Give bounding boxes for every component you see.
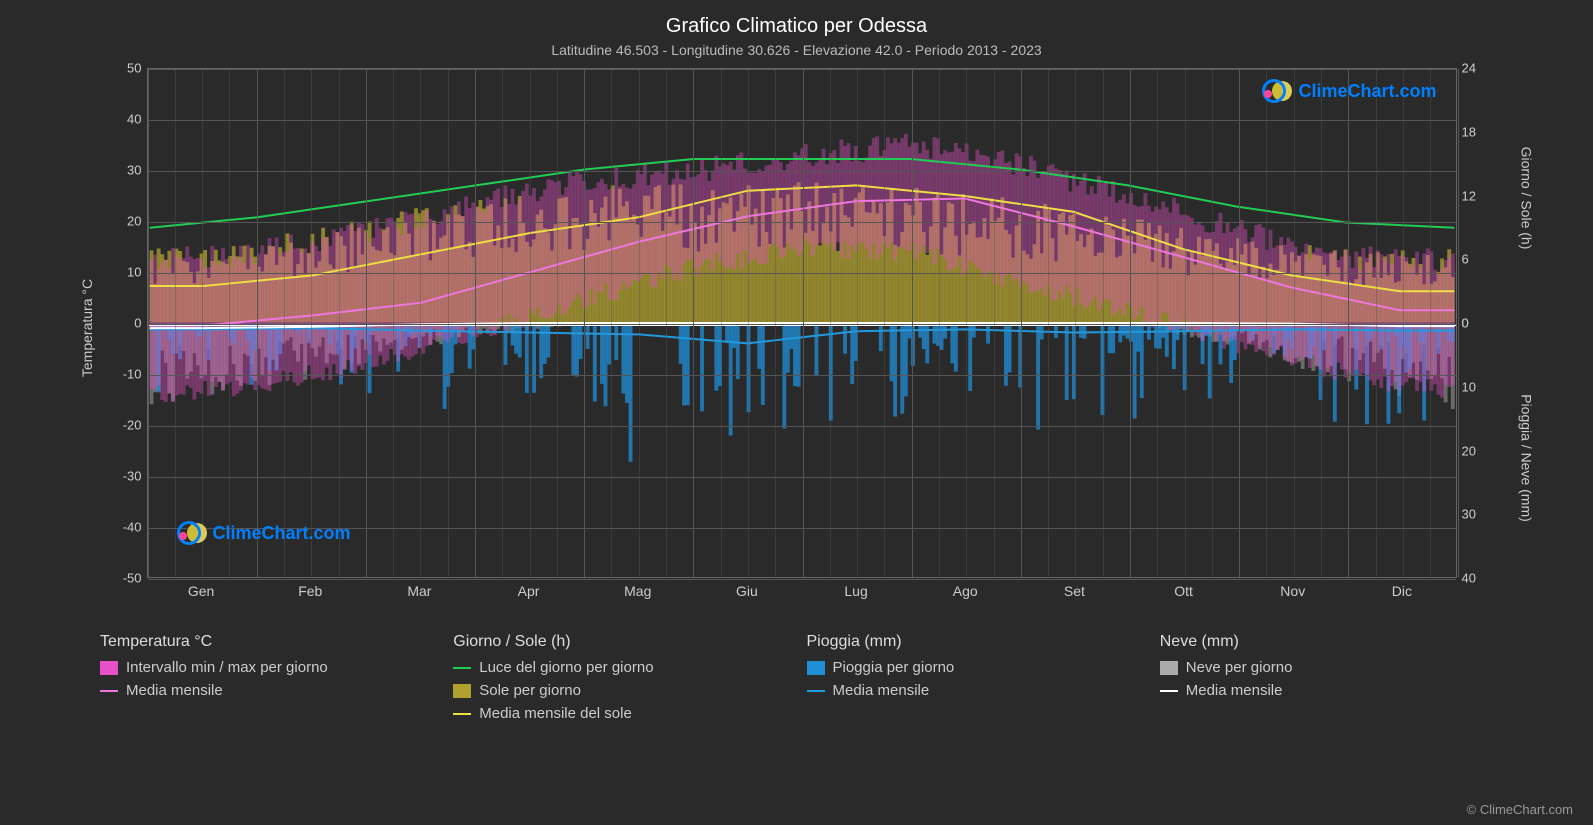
legend-group-title: Giorno / Sole (h)	[453, 633, 786, 651]
y-left-tick: -30	[112, 469, 142, 484]
legend-line-icon	[1160, 690, 1178, 692]
x-axis-month-label: Gen	[188, 583, 214, 599]
y-left-tick: 20	[112, 214, 142, 229]
chart-title: Grafico Climatico per Odessa	[20, 15, 1573, 38]
legend-line-icon	[100, 690, 118, 692]
y-right-top-tick: 24	[1462, 61, 1492, 76]
climechart-icon	[1262, 76, 1292, 106]
chart-subtitle: Latitudine 46.503 - Longitudine 30.626 -…	[20, 42, 1573, 58]
legend-item-label: Pioggia per giorno	[833, 659, 955, 676]
y-axis-right-top-label: Giorno / Sole (h)	[1519, 147, 1535, 250]
legend-item: Pioggia per giorno	[807, 659, 1140, 676]
legend-item: Media mensile del sole	[453, 705, 786, 722]
legend-swatch-icon	[453, 684, 471, 698]
legend-item: Sole per giorno	[453, 682, 786, 699]
plot-region	[147, 68, 1457, 578]
legend-item: Intervallo min / max per giorno	[100, 659, 433, 676]
legend-item: Luce del giorno per giorno	[453, 659, 786, 676]
y-right-bottom-tick: 20	[1462, 443, 1492, 458]
legend-group: Giorno / Sole (h) Luce del giorno per gio…	[453, 633, 786, 728]
watermark-logo-top: ClimeChart.com	[1262, 76, 1436, 106]
legend-item: Media mensile	[807, 682, 1140, 699]
legend-group-title: Neve (mm)	[1160, 633, 1493, 651]
legend-group: Pioggia (mm) Pioggia per giorno Media mens…	[807, 633, 1140, 728]
climate-chart-container: Grafico Climatico per Odessa Latitudine …	[0, 0, 1593, 825]
legend-group: Temperatura °C Intervallo min / max per g…	[100, 633, 433, 728]
legend-item-label: Sole per giorno	[479, 682, 581, 699]
y-left-tick: -20	[112, 418, 142, 433]
y-right-bottom-tick: 30	[1462, 507, 1492, 522]
legend-item: Media mensile	[1160, 682, 1493, 699]
x-axis-month-label: Giu	[736, 583, 758, 599]
legend-group-title: Temperatura °C	[100, 633, 433, 651]
y-right-bottom-tick: 10	[1462, 379, 1492, 394]
legend-swatch-icon	[1160, 661, 1178, 675]
y-left-tick: -10	[112, 367, 142, 382]
watermark-logo-bottom: ClimeChart.com	[177, 518, 351, 548]
legend-item: Media mensile	[100, 682, 433, 699]
y-right-bottom-tick: 0	[1462, 316, 1492, 331]
legend-line-icon	[453, 667, 471, 669]
watermark-text-top: ClimeChart.com	[1298, 81, 1436, 102]
x-axis-month-label: Dic	[1392, 583, 1412, 599]
watermark-text-bottom: ClimeChart.com	[213, 523, 351, 544]
x-axis-month-label: Lug	[844, 583, 867, 599]
copyright-text: © ClimeChart.com	[1467, 802, 1573, 817]
x-axis-month-label: Mar	[407, 583, 431, 599]
legend-item-label: Media mensile del sole	[479, 705, 632, 722]
x-axis-month-label: Ago	[953, 583, 978, 599]
chart-svg	[148, 69, 1456, 577]
legend-item-label: Intervallo min / max per giorno	[126, 659, 328, 676]
legend-item: Neve per giorno	[1160, 659, 1493, 676]
legend-swatch-icon	[100, 661, 118, 675]
legend-item-label: Media mensile	[833, 682, 930, 699]
legend-line-icon	[807, 690, 825, 692]
x-axis-month-label: Feb	[298, 583, 322, 599]
y-axis-left-label: Temperatura °C	[79, 279, 95, 377]
legend-item-label: Media mensile	[1186, 682, 1283, 699]
x-axis-month-label: Nov	[1280, 583, 1305, 599]
y-right-top-tick: 6	[1462, 252, 1492, 267]
y-left-tick: -40	[112, 520, 142, 535]
y-left-tick: -50	[112, 571, 142, 586]
legend-item-label: Luce del giorno per giorno	[479, 659, 653, 676]
chart-area: Temperatura °C Giorno / Sole (h) Pioggia…	[87, 68, 1507, 588]
x-axis-month-label: Ott	[1174, 583, 1193, 599]
y-right-top-tick: 12	[1462, 188, 1492, 203]
x-axis-month-label: Set	[1064, 583, 1085, 599]
legend-swatch-icon	[807, 661, 825, 675]
legend: Temperatura °C Intervallo min / max per g…	[20, 633, 1573, 728]
y-axis-right-bottom-label: Pioggia / Neve (mm)	[1519, 394, 1535, 522]
legend-group-title: Pioggia (mm)	[807, 633, 1140, 651]
legend-group: Neve (mm) Neve per giorno Media mensile	[1160, 633, 1493, 728]
climechart-icon	[177, 518, 207, 548]
x-axis-month-label: Apr	[518, 583, 540, 599]
legend-item-label: Media mensile	[126, 682, 223, 699]
y-left-tick: 50	[112, 61, 142, 76]
y-left-tick: 0	[112, 316, 142, 331]
y-right-bottom-tick: 40	[1462, 571, 1492, 586]
y-left-tick: 10	[112, 265, 142, 280]
x-axis-month-label: Mag	[624, 583, 651, 599]
y-right-top-tick: 18	[1462, 124, 1492, 139]
legend-line-icon	[453, 713, 471, 715]
y-left-tick: 30	[112, 163, 142, 178]
y-left-tick: 40	[112, 112, 142, 127]
legend-item-label: Neve per giorno	[1186, 659, 1293, 676]
